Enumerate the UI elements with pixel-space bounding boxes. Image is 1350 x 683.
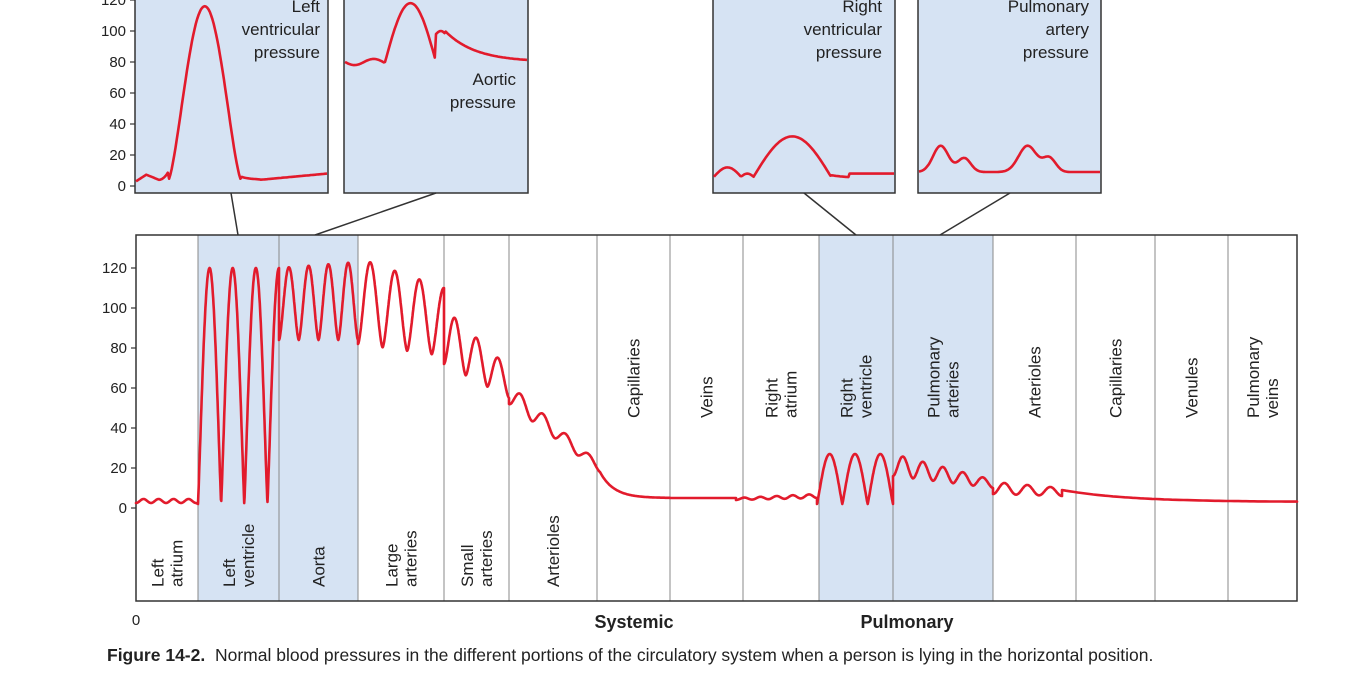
segment-label-right-atrium: atrium <box>782 371 801 418</box>
inset-y-tick-label: 40 <box>109 116 126 133</box>
inset-y-tick-label: 80 <box>109 54 126 71</box>
segment-label-large-arteries: arteries <box>402 530 421 587</box>
segment-label-veins: Veins <box>698 376 717 418</box>
figure-caption: Figure 14-2. Normal blood pressures in t… <box>107 645 1342 666</box>
y-tick-label: 0 <box>119 500 127 517</box>
inset-label-aortic: pressure <box>450 93 516 112</box>
inset-connector-aortic <box>314 192 437 236</box>
segment-label-right-ventricle: ventricle <box>857 355 876 418</box>
pressure-trace-line <box>134 261 1299 506</box>
segment-label-aorta: Aorta <box>310 546 329 587</box>
segment-label-left-ventricle: Left <box>220 558 239 587</box>
inset-panels: 0 20 40 60 80 100 120 Left ventricular pressure Ao… <box>101 0 1102 195</box>
x-origin-label: 0 <box>132 612 140 629</box>
segment-label-pulmonary-veins: veins <box>1263 378 1282 418</box>
segment-highlight-aorta <box>279 235 358 601</box>
inset-connector-pulmonary-artery <box>939 192 1011 236</box>
inset-panel-pulmonary-artery <box>917 0 1102 194</box>
inset-label-left-ventricular: Left <box>292 0 321 16</box>
inset-label-left-ventricular: ventricular <box>242 20 321 39</box>
inset-y-tick-label: 60 <box>109 85 126 102</box>
segment-label-venules: Venules <box>1183 358 1202 419</box>
y-tick-label: 120 <box>102 260 127 277</box>
y-tick-label: 20 <box>110 460 127 477</box>
inset-y-tick-label: 20 <box>109 147 126 164</box>
y-tick-label: 100 <box>102 300 127 317</box>
segment-label-capillaries: Capillaries <box>625 339 644 418</box>
segment-label-pulmonary-veins: Pulmonary <box>1244 336 1263 418</box>
segment-label-right-atrium: Right <box>763 378 782 418</box>
y-tick-label: 80 <box>110 340 127 357</box>
segment-label-pulmonary-arteries: arteries <box>944 361 963 418</box>
inset-trace-aortic <box>344 1 528 67</box>
inset-trace-pulmonary-artery <box>918 144 1101 174</box>
segment-label-left-ventricle: ventricle <box>239 524 258 587</box>
segment-label-small-arteries: Small <box>458 544 477 587</box>
segment-label-left-atrium: atrium <box>168 540 187 587</box>
inset-y-tick-label: 120 <box>101 0 126 9</box>
y-tick-label: 60 <box>110 380 127 397</box>
section-label-systemic: Systemic <box>594 612 673 632</box>
segment-label-large-arteries: Large <box>383 544 402 587</box>
inset-connectors <box>230 192 1011 236</box>
segment-label-small-arteries: arteries <box>477 530 496 587</box>
section-label-pulmonary: Pulmonary <box>860 612 953 632</box>
segment-highlight-pulmonary-arteries <box>893 235 993 601</box>
y-tick-label: 40 <box>110 420 127 437</box>
inset-label-right-ventricular: ventricular <box>804 20 883 39</box>
inset-y-tick-label: 0 <box>118 178 126 195</box>
segment-label-right-ventricle: Right <box>838 378 857 418</box>
segment-label-pulmonary-arterioles: Arterioles <box>1026 346 1045 418</box>
inset-label-right-ventricular: Right <box>842 0 882 16</box>
inset-label-aortic: Aortic <box>473 70 517 89</box>
inset-label-pulmonary-artery: artery <box>1046 20 1090 39</box>
segment-label-arterioles: Arterioles <box>544 515 563 587</box>
inset-panel-left-ventricular <box>134 0 329 194</box>
inset-connector-right-ventricular <box>803 192 857 236</box>
caption-label: Figure 14-2. <box>107 645 206 665</box>
segment-label-pulmonary-capillaries: Capillaries <box>1107 339 1126 418</box>
inset-trace-left-ventricular <box>135 4 328 183</box>
inset-y-tick-label: 100 <box>101 23 126 40</box>
inset-label-left-ventricular: pressure <box>254 43 320 62</box>
segment-highlight-right-ventricle <box>819 235 893 601</box>
inset-label-pulmonary-artery: Pulmonary <box>1008 0 1090 16</box>
inset-panel-right-ventricular <box>712 0 896 194</box>
caption-text: Normal blood pressures in the different … <box>214 645 1154 665</box>
inset-label-right-ventricular: pressure <box>816 43 882 62</box>
segment-label-pulmonary-arteries: Pulmonary <box>925 336 944 418</box>
plot-frame <box>135 234 1298 602</box>
inset-label-pulmonary-artery: pressure <box>1023 43 1089 62</box>
inset-trace-right-ventricular <box>713 135 895 179</box>
inset-connector-left-ventricular <box>230 192 239 236</box>
segment-label-left-atrium: Left <box>149 558 168 587</box>
inset-panel-aortic <box>343 0 529 194</box>
